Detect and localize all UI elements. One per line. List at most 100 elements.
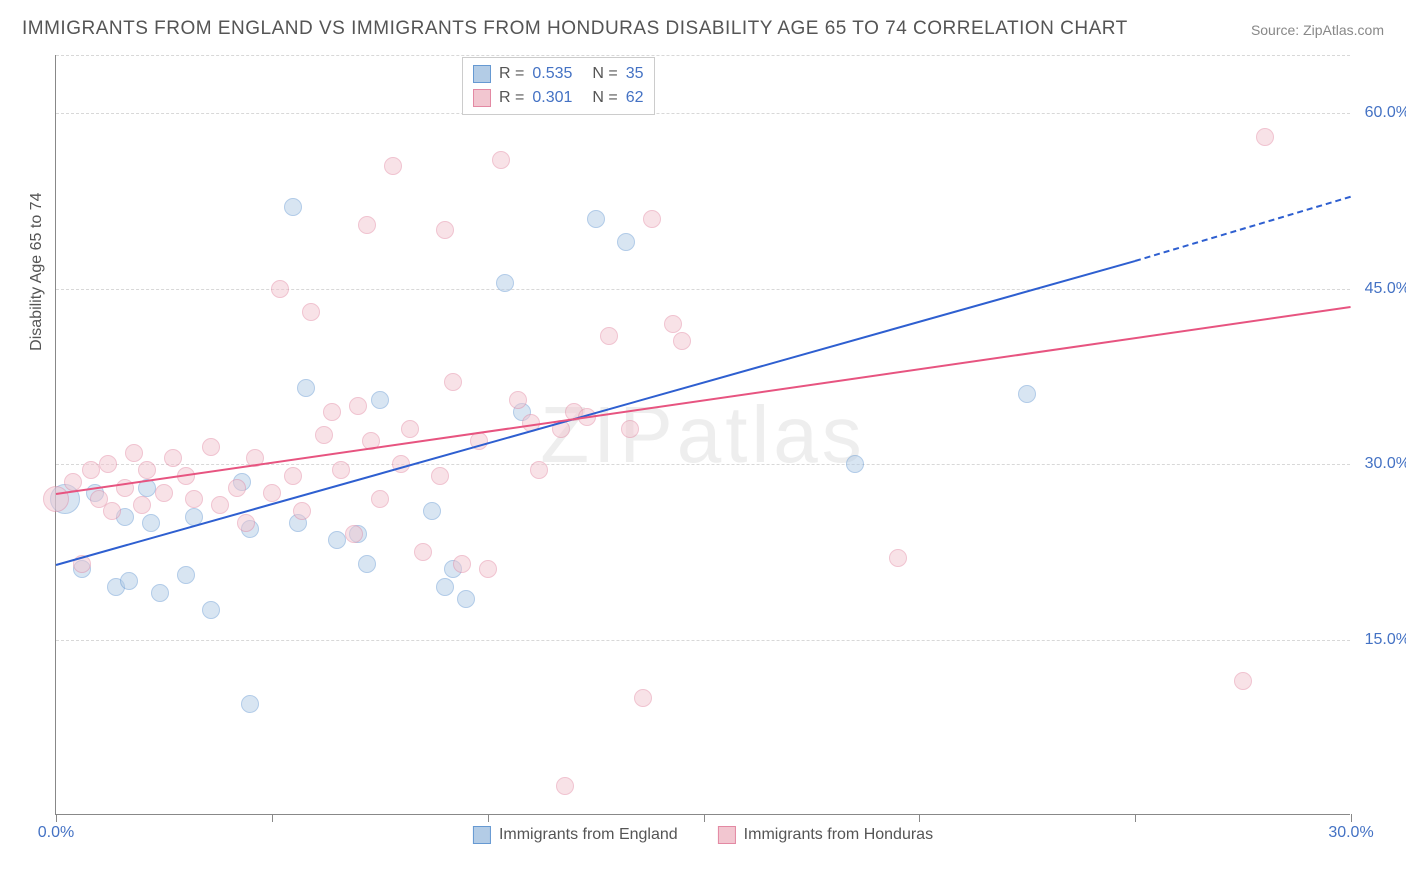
scatter-point: [323, 403, 341, 421]
source-label: Source: ZipAtlas.com: [1251, 22, 1384, 38]
scatter-point: [284, 198, 302, 216]
scatter-point: [496, 274, 514, 292]
scatter-point: [349, 397, 367, 415]
scatter-point: [889, 549, 907, 567]
scatter-point: [643, 210, 661, 228]
scatter-point: [241, 695, 259, 713]
xtick-label: 30.0%: [1328, 824, 1373, 842]
scatter-point: [64, 473, 82, 491]
scatter-point: [302, 303, 320, 321]
scatter-point: [177, 566, 195, 584]
scatter-point: [345, 525, 363, 543]
scatter-point: [211, 496, 229, 514]
scatter-point: [509, 391, 527, 409]
ytick-label: 45.0%: [1355, 280, 1406, 298]
watermark: ZIPatlas: [540, 389, 865, 481]
scatter-point: [99, 455, 117, 473]
scatter-point: [414, 543, 432, 561]
scatter-point: [621, 420, 639, 438]
scatter-point: [479, 560, 497, 578]
scatter-point: [423, 502, 441, 520]
scatter-point: [1018, 385, 1036, 403]
scatter-point: [293, 502, 311, 520]
xtick: [1135, 814, 1136, 822]
stat-label: R =: [499, 62, 524, 86]
scatter-point: [328, 531, 346, 549]
scatter-point: [556, 777, 574, 795]
scatter-point: [125, 444, 143, 462]
scatter-point: [82, 461, 100, 479]
scatter-point: [142, 514, 160, 532]
scatter-point: [263, 484, 281, 502]
scatter-point: [202, 601, 220, 619]
scatter-point: [401, 420, 419, 438]
gridline: [56, 640, 1350, 641]
scatter-point: [530, 461, 548, 479]
scatter-point: [43, 486, 69, 512]
scatter-point: [228, 479, 246, 497]
y-axis-label: Disability Age 65 to 74: [28, 193, 46, 351]
scatter-point: [315, 426, 333, 444]
stat-r-value: 0.535: [532, 62, 572, 86]
scatter-point: [384, 157, 402, 175]
scatter-point: [431, 467, 449, 485]
scatter-point: [673, 332, 691, 350]
stat-n-value: 62: [626, 86, 644, 110]
scatter-point: [492, 151, 510, 169]
scatter-point: [634, 689, 652, 707]
scatter-point: [846, 455, 864, 473]
swatch-icon: [473, 65, 491, 83]
xtick-label: 0.0%: [38, 824, 74, 842]
stat-r-value: 0.301: [532, 86, 572, 110]
xtick: [272, 814, 273, 822]
scatter-point: [133, 496, 151, 514]
xtick: [919, 814, 920, 822]
scatter-point: [358, 216, 376, 234]
stat-label: R =: [499, 86, 524, 110]
scatter-point: [371, 490, 389, 508]
scatter-point: [358, 555, 376, 573]
scatter-point: [664, 315, 682, 333]
scatter-point: [297, 379, 315, 397]
scatter-point: [103, 502, 121, 520]
gridline: [56, 289, 1350, 290]
stats-row-honduras: R = 0.301 N = 62: [473, 86, 644, 110]
bottom-legend: Immigrants from England Immigrants from …: [473, 826, 933, 844]
legend-item-england: Immigrants from England: [473, 826, 678, 844]
trend-line: [56, 260, 1136, 566]
stat-label: N =: [592, 62, 617, 86]
scatter-point: [436, 578, 454, 596]
swatch-icon: [718, 826, 736, 844]
scatter-point: [600, 327, 618, 345]
gridline: [56, 55, 1350, 56]
legend-label: Immigrants from England: [499, 826, 678, 844]
ytick-label: 15.0%: [1355, 631, 1406, 649]
scatter-point: [332, 461, 350, 479]
scatter-point: [436, 221, 454, 239]
scatter-point: [453, 555, 471, 573]
scatter-point: [271, 280, 289, 298]
scatter-point: [1256, 128, 1274, 146]
scatter-point: [371, 391, 389, 409]
plot-area: ZIPatlas 15.0%30.0%45.0%60.0%0.0%30.0% R…: [55, 55, 1350, 815]
xtick: [56, 814, 57, 822]
scatter-point: [457, 590, 475, 608]
trend-line: [56, 306, 1351, 495]
scatter-point: [185, 490, 203, 508]
scatter-point: [138, 461, 156, 479]
xtick: [704, 814, 705, 822]
scatter-point: [444, 373, 462, 391]
stats-legend: R = 0.535 N = 35 R = 0.301 N = 62: [462, 57, 655, 115]
ytick-label: 30.0%: [1355, 455, 1406, 473]
scatter-point: [1234, 672, 1252, 690]
xtick: [1351, 814, 1352, 822]
legend-item-honduras: Immigrants from Honduras: [718, 826, 933, 844]
trend-line-extrapolated: [1135, 195, 1351, 261]
scatter-point: [151, 584, 169, 602]
scatter-point: [120, 572, 138, 590]
scatter-point: [202, 438, 220, 456]
scatter-point: [155, 484, 173, 502]
scatter-point: [617, 233, 635, 251]
legend-label: Immigrants from Honduras: [744, 826, 933, 844]
scatter-point: [164, 449, 182, 467]
